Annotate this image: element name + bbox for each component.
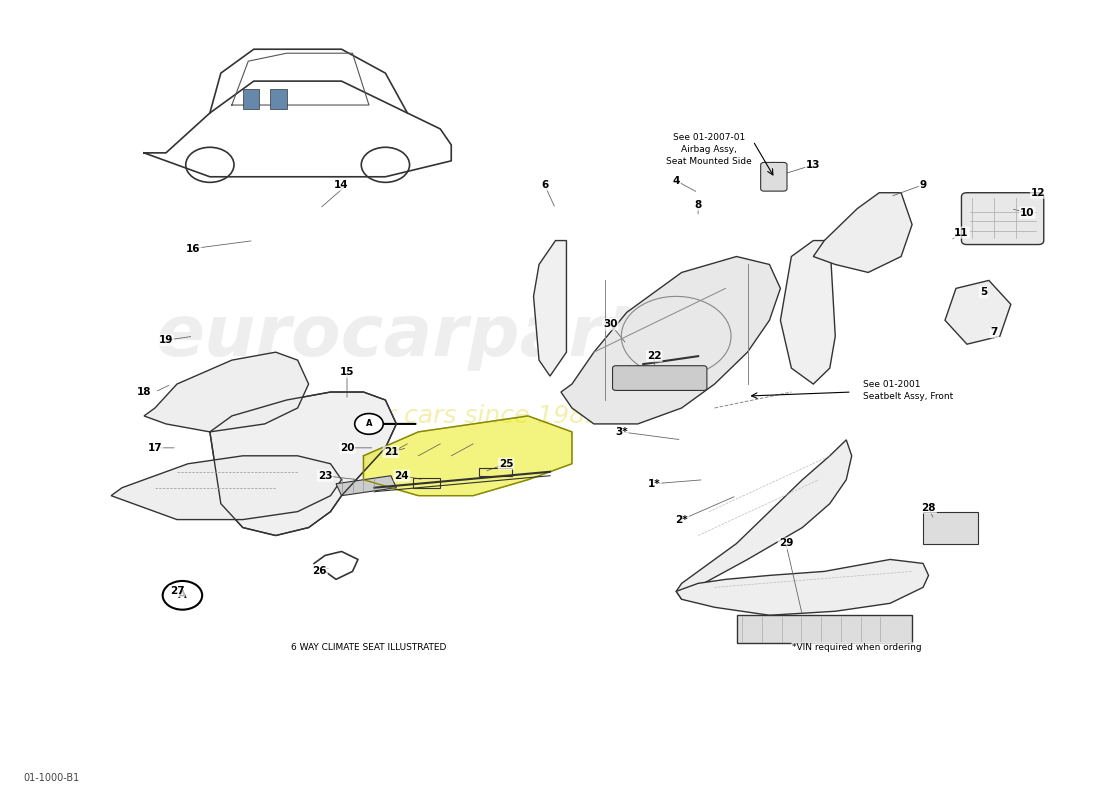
FancyBboxPatch shape — [761, 162, 786, 191]
Text: 7: 7 — [991, 327, 998, 338]
FancyBboxPatch shape — [961, 193, 1044, 245]
Text: See 01-2001
Seatbelt Assy, Front: See 01-2001 Seatbelt Assy, Front — [862, 380, 953, 401]
Text: 23: 23 — [318, 470, 332, 481]
FancyBboxPatch shape — [613, 366, 707, 390]
Text: 15: 15 — [340, 367, 354, 377]
Polygon shape — [561, 257, 780, 424]
Polygon shape — [336, 476, 396, 496]
Text: 28: 28 — [922, 502, 936, 513]
Text: 12: 12 — [1031, 188, 1045, 198]
Text: 11: 11 — [954, 227, 969, 238]
Text: 22: 22 — [647, 351, 661, 361]
Text: 18: 18 — [136, 387, 152, 397]
Polygon shape — [210, 392, 396, 535]
Polygon shape — [363, 416, 572, 496]
Text: 1*: 1* — [648, 478, 660, 489]
Polygon shape — [813, 193, 912, 273]
Text: 3*: 3* — [615, 427, 628, 437]
Polygon shape — [945, 281, 1011, 344]
Text: 2*: 2* — [675, 514, 688, 525]
Text: 6 WAY CLIMATE SEAT ILLUSTRATED: 6 WAY CLIMATE SEAT ILLUSTRATED — [292, 643, 447, 652]
Text: eurocarparts: eurocarparts — [155, 302, 682, 370]
Text: 13: 13 — [806, 160, 821, 170]
Text: 5: 5 — [980, 287, 987, 298]
Text: 26: 26 — [312, 566, 327, 577]
Circle shape — [163, 581, 202, 610]
Polygon shape — [111, 456, 341, 519]
Text: 30: 30 — [603, 319, 617, 330]
Polygon shape — [144, 352, 309, 432]
Text: A: A — [178, 590, 187, 600]
Bar — [412, 478, 440, 488]
Text: 10: 10 — [1020, 208, 1034, 218]
Text: 16: 16 — [186, 243, 200, 254]
Bar — [478, 468, 512, 476]
Text: 4: 4 — [672, 176, 680, 186]
Text: 21: 21 — [384, 447, 398, 457]
Polygon shape — [243, 89, 260, 109]
Polygon shape — [534, 241, 566, 376]
Text: 14: 14 — [334, 180, 349, 190]
Text: 27: 27 — [169, 586, 185, 596]
Text: 24: 24 — [395, 470, 409, 481]
FancyBboxPatch shape — [737, 615, 912, 643]
Text: 25: 25 — [499, 458, 514, 469]
Text: 8: 8 — [694, 200, 702, 210]
Polygon shape — [676, 559, 928, 615]
Text: 9: 9 — [920, 180, 926, 190]
Text: a passion for cars since 1985: a passion for cars since 1985 — [235, 404, 602, 428]
Text: See 01-2007-01
Airbag Assy,
Seat Mounted Side: See 01-2007-01 Airbag Assy, Seat Mounted… — [667, 133, 752, 166]
Polygon shape — [271, 89, 287, 109]
Text: A: A — [365, 419, 372, 429]
FancyBboxPatch shape — [923, 512, 978, 543]
Text: 01-1000-B1: 01-1000-B1 — [23, 773, 79, 782]
Text: 17: 17 — [147, 443, 163, 453]
Text: 20: 20 — [340, 443, 354, 453]
Text: *VIN required when ordering: *VIN required when ordering — [792, 643, 922, 652]
Text: 19: 19 — [158, 335, 173, 346]
Text: 29: 29 — [779, 538, 793, 549]
Text: 6: 6 — [541, 180, 548, 190]
Circle shape — [354, 414, 383, 434]
Polygon shape — [780, 241, 835, 384]
Polygon shape — [676, 440, 851, 599]
